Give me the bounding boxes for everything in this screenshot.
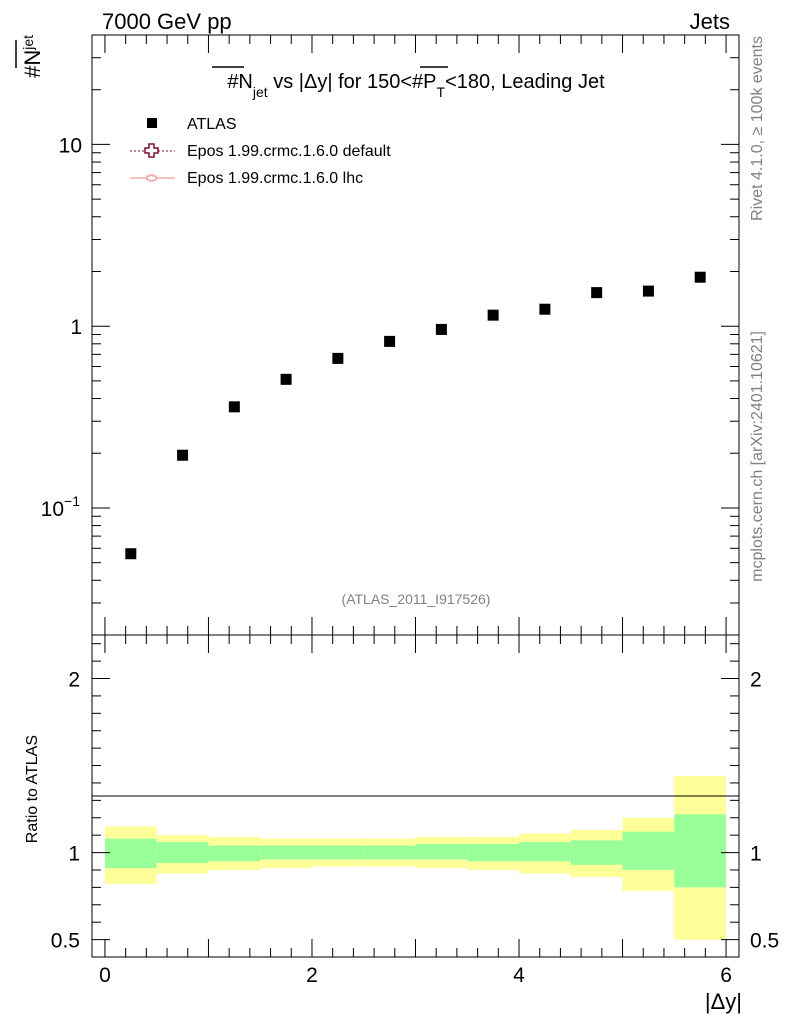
ratio-stat-band xyxy=(363,845,416,860)
side-text-mcplots: mcplots.cern.ch [arXiv:2401.10621] xyxy=(749,331,766,582)
legend-label-atlas: ATLAS xyxy=(187,116,237,133)
ratio-y-axis-label: Ratio to ATLAS xyxy=(24,735,41,843)
data-point xyxy=(228,401,240,413)
title-sub2: T xyxy=(437,84,446,100)
x-tick-label: 0 xyxy=(99,964,111,987)
ratio-stat-band xyxy=(260,845,312,860)
main-plot: 10 1 10−1 xyxy=(41,34,740,636)
data-point xyxy=(332,352,344,364)
title-suffix: <180, Leading Jet xyxy=(445,71,605,93)
ratio-axis-ticks: 0 2 4 6 2 2 1 1 0.5 0.5 xyxy=(51,635,779,987)
ratio-stat-band xyxy=(519,842,571,862)
ratio-bands xyxy=(104,775,727,940)
data-point xyxy=(280,373,292,385)
y-axis-label: #Njet xyxy=(20,35,45,78)
header-left: 7000 GeV pp xyxy=(102,9,232,34)
legend: ATLAS Epos 1.99.crmc.1.6.0 default Epos … xyxy=(130,116,391,187)
data-point xyxy=(642,285,654,297)
ratio-y-tick-label-right: 2 xyxy=(750,669,762,692)
ratio-stat-band xyxy=(311,845,364,860)
ratio-plot: 0 2 4 6 2 2 1 1 0.5 0.5 xyxy=(51,634,779,987)
main-axis-ticks: 10 1 10−1 xyxy=(41,34,739,636)
ratio-stat-band xyxy=(208,845,261,862)
ratio-stat-band xyxy=(104,838,157,869)
title-sub: jet xyxy=(252,84,268,100)
x-tick-label: 4 xyxy=(513,964,525,987)
plot-title: #Njet vs |Δy| for 150<#PT<180, Leading J… xyxy=(227,71,605,100)
ratio-y-tick-label: 1 xyxy=(68,843,80,866)
analysis-watermark: (ATLAS_2011_I917526) xyxy=(342,591,491,607)
data-point xyxy=(539,303,551,315)
ratio-stat-band xyxy=(674,814,727,888)
x-axis-label: |Δy| xyxy=(705,989,742,1014)
legend-marker-epos-default xyxy=(144,143,159,158)
y-axis-label-sub: jet xyxy=(20,35,36,51)
ratio-stat-band xyxy=(415,843,468,860)
data-point xyxy=(487,309,499,321)
ratio-y-tick-label: 2 xyxy=(68,669,80,692)
data-point xyxy=(694,271,706,283)
data-series-atlas xyxy=(125,271,706,560)
x-tick-label: 2 xyxy=(306,964,318,987)
x-tick-label: 6 xyxy=(720,964,732,987)
y-tick-label: 10−1 xyxy=(41,493,81,521)
ratio-stat-band xyxy=(467,843,520,862)
y-axis-label-main: #N xyxy=(20,50,45,78)
y-tick-label: 1 xyxy=(70,316,82,339)
ratio-stat-band xyxy=(570,840,623,865)
data-point xyxy=(591,287,603,299)
side-text-rivet: Rivet 4.1.0, ≥ 100k events xyxy=(749,36,766,221)
data-point xyxy=(384,335,396,347)
data-point xyxy=(435,323,447,335)
ratio-y-tick-label-right: 1 xyxy=(750,843,762,866)
data-point xyxy=(177,449,189,461)
ratio-plot-frame xyxy=(91,634,740,958)
data-point xyxy=(125,548,137,560)
legend-label-epos-default: Epos 1.99.crmc.1.6.0 default xyxy=(187,143,391,160)
ratio-stat-band xyxy=(156,842,209,864)
y-tick-label: 10 xyxy=(59,134,82,157)
ratio-y-tick-label: 0.5 xyxy=(51,930,80,953)
ratio-y-tick-label-right: 0.5 xyxy=(750,930,779,953)
legend-marker-atlas xyxy=(147,118,157,128)
title-prefix: #N xyxy=(227,71,253,93)
header-right: Jets xyxy=(690,9,730,34)
ratio-stat-band xyxy=(622,831,675,870)
legend-marker-epos-lhc xyxy=(146,174,157,182)
legend-label-epos-lhc: Epos 1.99.crmc.1.6.0 lhc xyxy=(187,170,363,187)
title-middle: vs |Δy| for 150<#P xyxy=(268,71,437,93)
